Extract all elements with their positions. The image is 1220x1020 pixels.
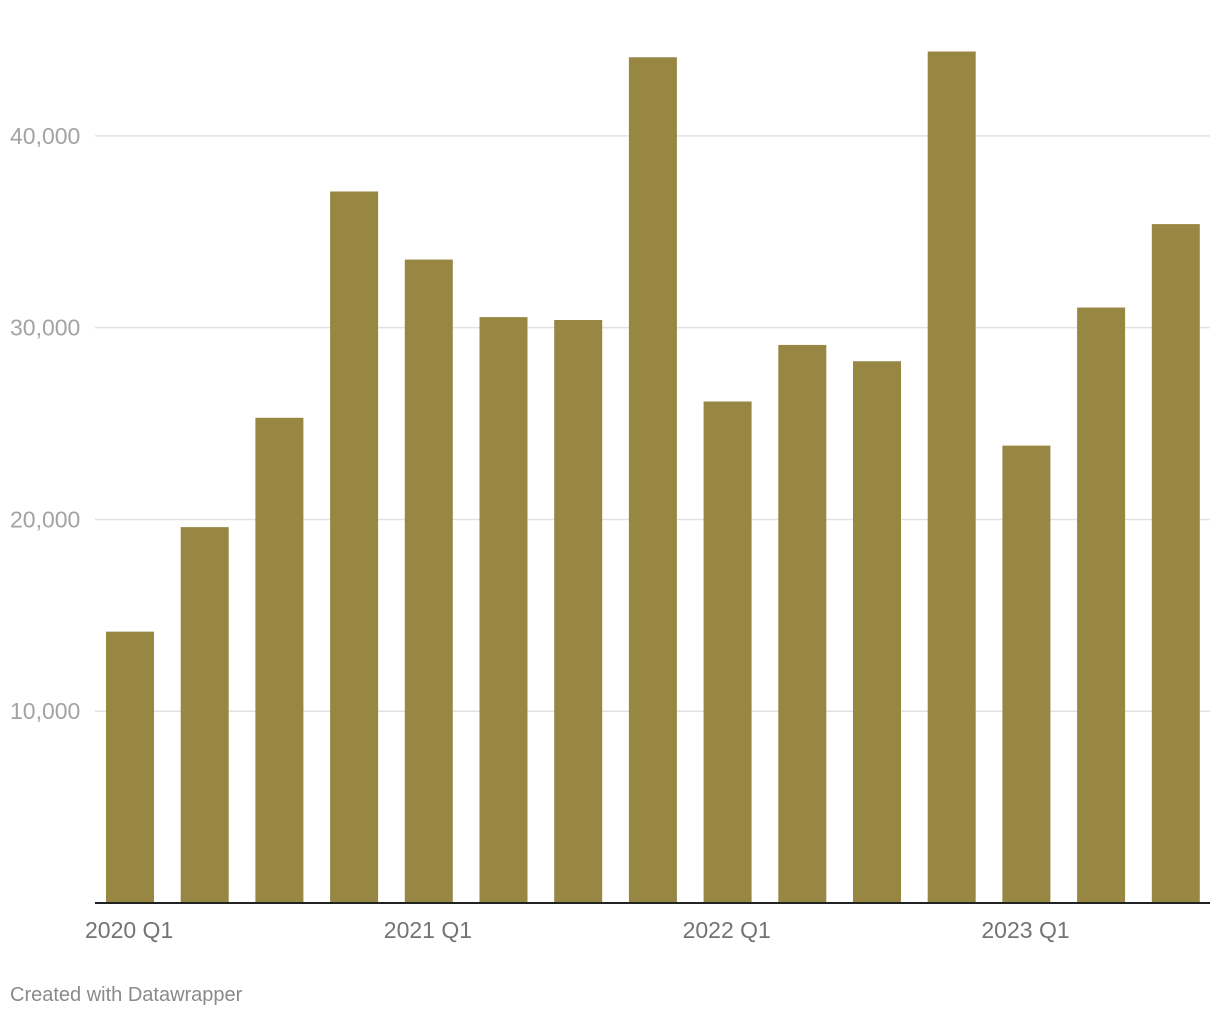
bar[interactable] <box>330 191 379 903</box>
bar[interactable] <box>255 417 304 903</box>
bar[interactable] <box>479 317 528 903</box>
bar[interactable] <box>180 527 229 903</box>
x-tick-label: 2022 Q1 <box>683 917 771 943</box>
bars <box>106 51 1200 904</box>
x-tick-label: 2020 Q1 <box>85 917 173 943</box>
bar[interactable] <box>1002 445 1051 903</box>
bar[interactable] <box>404 259 453 903</box>
y-tick-label: 20,000 <box>10 506 80 532</box>
credit-text[interactable]: Created with Datawrapper <box>10 984 243 1006</box>
bar[interactable] <box>554 319 603 903</box>
bar[interactable] <box>778 344 827 904</box>
bar[interactable] <box>1151 224 1200 903</box>
x-tick-label: 2023 Q1 <box>981 917 1069 943</box>
bar[interactable] <box>1077 307 1126 903</box>
bar[interactable] <box>628 57 677 903</box>
bar[interactable] <box>703 401 752 903</box>
x-axis-tick-labels: 2020 Q1 2021 Q1 2022 Q1 2023 Q1 <box>85 917 1070 943</box>
bar[interactable] <box>927 51 976 904</box>
bar[interactable] <box>106 631 154 903</box>
x-tick-label: 2021 Q1 <box>384 917 472 943</box>
y-tick-label: 40,000 <box>10 123 80 149</box>
bar[interactable] <box>853 361 901 903</box>
y-tick-label: 10,000 <box>10 698 80 724</box>
y-axis-tick-labels: 10,000 20,000 30,000 40,000 <box>10 123 80 724</box>
y-tick-label: 30,000 <box>10 315 80 341</box>
